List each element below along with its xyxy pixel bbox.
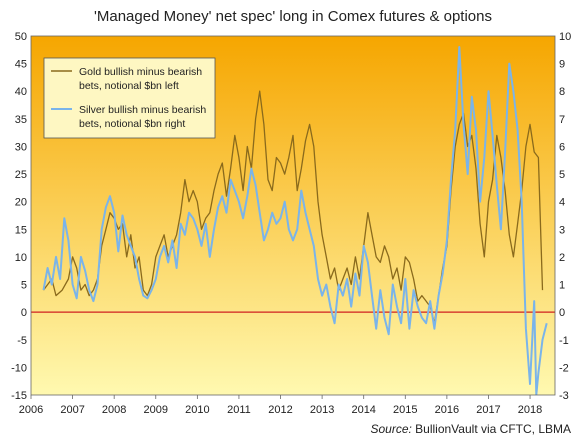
left-axis-tick-label: 5 [21,280,27,292]
source-note: Source: BullionVault via CFTC, LBMA [370,422,571,436]
right-axis-tick-label: 5 [559,169,565,181]
right-axis-tick-label: 3 [559,224,565,236]
x-axis-tick-label: 2017 [476,404,500,416]
series-line-gold [42,90,544,324]
x-axis-tick-label: 2011 [227,404,251,416]
left-axis-tick-label: -15 [11,390,27,402]
right-axis-tick-label: -1 [559,335,569,347]
right-axis-tick-label: 0 [559,307,565,319]
x-axis-tick-label: 2012 [268,404,292,416]
left-axis-tick-label: 20 [15,197,27,209]
series-line-silver [42,46,548,395]
left-axis-tick-label: 0 [21,307,27,319]
left-axis-tick-label: 25 [15,169,27,181]
right-axis-tick-label: 6 [559,141,565,153]
left-axis-tick-label: 10 [15,252,27,264]
legend-label-gold-line1: Gold bullish minus bearish [79,66,202,78]
x-axis-tick-label: 2014 [351,404,375,416]
x-axis-tick-label: 2008 [102,404,126,416]
x-axis-tick-label: 2018 [518,404,542,416]
right-axis-tick-label: 10 [559,31,571,43]
left-axis-tick-label: 30 [15,141,27,153]
left-axis-tick-label: 35 [15,114,27,126]
x-axis-tick-label: 2006 [19,404,43,416]
right-axis-tick-label: 2 [559,252,565,264]
left-axis-tick-label: 50 [15,31,27,43]
left-axis-tick-label: 45 [15,59,27,71]
x-axis-tick-label: 2016 [435,404,459,416]
left-axis-tick-label: 15 [15,224,27,236]
legend: Gold bullish minus bearish bets, notiona… [43,57,216,139]
x-axis-tick-label: 2015 [393,404,417,416]
x-axis-tick-label: 2010 [185,404,209,416]
x-axis-tick-label: 2009 [144,404,168,416]
legend-label-gold-line2: bets, notional $bn left [79,80,179,92]
right-axis-tick-label: 1 [559,280,565,292]
x-axis-tick-label: 2007 [60,404,84,416]
legend-label-silver-line2: bets, notional $bn right [79,118,185,130]
plot-frame [30,35,556,396]
x-axis-tick-label: 2013 [310,404,334,416]
left-axis-tick-label: -5 [17,335,27,347]
source-label: Source: [370,422,411,436]
source-text: BullionVault via CFTC, LBMA [412,422,571,436]
legend-label-silver-line1: Silver bullish minus bearish [79,104,206,116]
right-axis-tick-label: -3 [559,390,569,402]
legend-box [43,57,216,139]
left-axis-tick-label: 40 [15,86,27,98]
right-axis-tick-label: 8 [559,86,565,98]
right-axis-tick-label: 7 [559,114,565,126]
right-axis-tick-label: -2 [559,362,569,374]
right-axis-tick-label: 4 [559,197,565,209]
right-axis-tick-label: 9 [559,59,565,71]
left-axis-tick-label: -10 [11,362,27,374]
chart-title: 'Managed Money' net spec' long in Comex … [94,8,492,25]
